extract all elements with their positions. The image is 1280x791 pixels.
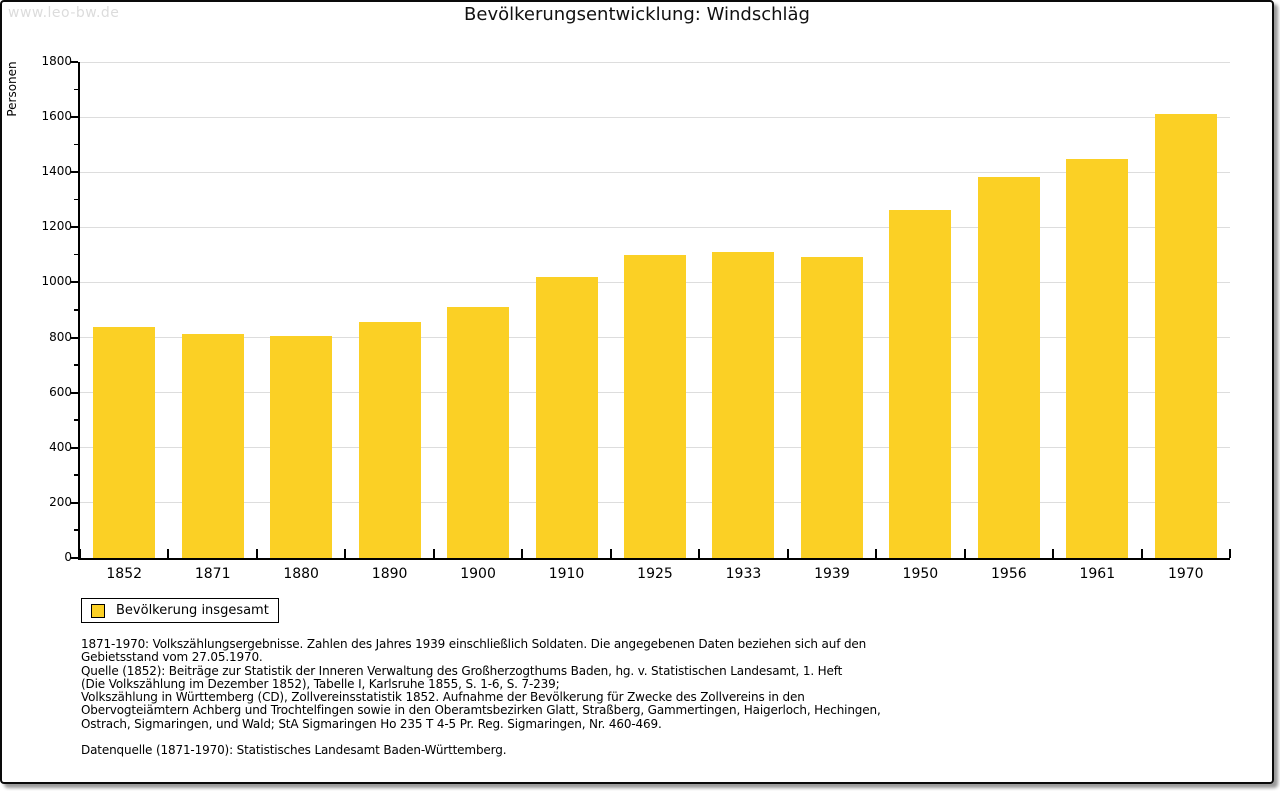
y-major-tick	[71, 557, 78, 559]
x-tick	[609, 549, 612, 558]
x-tick	[521, 549, 524, 558]
y-major-tick	[71, 336, 78, 339]
x-tick-label: 1961	[1079, 566, 1116, 582]
x-tick-label: 1900	[460, 566, 496, 582]
bar	[358, 322, 421, 558]
x-tick	[1229, 549, 1231, 558]
y-major-tick	[71, 391, 78, 394]
x-tick	[432, 549, 435, 558]
x-tick	[1052, 549, 1055, 558]
chart-title: Bevölkerungsentwicklung: Windschläg	[464, 4, 810, 25]
footnote-line: Gebietsstand vom 27.05.1970.	[81, 650, 263, 665]
x-tick-label: 1890	[371, 566, 408, 582]
y-tick-label: 400	[49, 439, 72, 454]
y-major-tick	[71, 116, 78, 119]
x-tick	[875, 549, 878, 558]
y-tick-label: 200	[49, 494, 72, 509]
chart-plot-area: 0 200 400 600 800 1000 1200 1400 1600 1800 1852 187…	[41, 54, 1231, 582]
legend-swatch-icon	[91, 603, 105, 618]
x-tick	[1140, 549, 1143, 558]
bar	[447, 306, 510, 558]
y-tick-label: 600	[49, 384, 72, 399]
x-tick	[255, 549, 258, 558]
x-tick-label: 1950	[902, 566, 939, 582]
y-tick-label: 1800	[41, 54, 72, 68]
x-tick	[963, 549, 966, 558]
bar	[270, 336, 333, 558]
bar	[977, 176, 1040, 558]
x-tick	[786, 549, 789, 558]
y-minor-tick	[74, 364, 78, 366]
x-tick-label: 1880	[283, 566, 319, 582]
y-major-tick	[71, 281, 78, 284]
footnote-line: 1871-1970: Volkszählungsergebnisse. Zahl…	[81, 637, 867, 651]
y-tick-label: 0	[64, 550, 72, 564]
bar	[624, 254, 686, 558]
y-gridline	[80, 171, 1230, 173]
bar	[93, 326, 156, 558]
y-axis-line	[78, 62, 80, 560]
bar	[181, 334, 244, 558]
footnote-line: Ostrach, Sigmaringen, und Wald; StA Sigm…	[81, 716, 662, 731]
y-major-tick	[71, 226, 78, 229]
footnotes: 1871-1970: Volkszählungsergebnisse. Zahl…	[81, 637, 881, 731]
y-major-tick	[71, 501, 78, 504]
y-tick-label: 1400	[41, 164, 72, 179]
x-tick-label: 1925	[637, 566, 673, 582]
bar	[1066, 158, 1129, 558]
y-minor-tick	[74, 198, 78, 201]
y-major-tick	[71, 171, 78, 174]
x-tick-label: 1933	[725, 566, 762, 582]
x-tick-label: 1970	[1167, 566, 1204, 582]
footnote-line: Quelle (1852): Beiträge zur Statistik de…	[81, 663, 843, 678]
y-major-tick	[71, 446, 78, 449]
y-gridline	[80, 226, 1230, 228]
footnote-line: Obervogteiämtern Achberg und Trochtelfin…	[81, 703, 881, 718]
y-tick-label: 1200	[41, 219, 72, 234]
bar	[1154, 113, 1217, 558]
footnote-line: Volkszählung in Württemberg (CD), Zollve…	[81, 690, 805, 705]
x-axis-line	[78, 558, 1230, 560]
y-minor-tick	[74, 529, 78, 531]
y-minor-tick	[74, 309, 78, 311]
x-tick-label: 1910	[548, 566, 585, 582]
x-tick	[344, 549, 347, 558]
x-tick-label: 1852	[106, 566, 143, 582]
bar	[535, 276, 598, 558]
legend: Bevölkerung insgesamt	[81, 598, 279, 623]
x-tick	[167, 549, 170, 558]
x-tick-label: 1871	[194, 566, 231, 582]
bar	[712, 251, 775, 558]
y-tick-label: 1000	[41, 274, 72, 289]
x-tick-label: 1956	[991, 566, 1027, 582]
watermark: www.leo-bw.de	[8, 5, 120, 21]
bar	[889, 209, 952, 558]
y-gridline	[80, 61, 1230, 63]
bar	[800, 257, 863, 558]
y-major-tick	[71, 61, 78, 63]
legend-label: Bevölkerung insgesamt	[116, 603, 269, 618]
y-minor-tick	[74, 419, 78, 421]
y-minor-tick	[74, 474, 78, 476]
y-minor-tick	[74, 88, 78, 91]
y-gridline	[80, 116, 1230, 118]
y-minor-tick	[74, 143, 78, 146]
y-minor-tick	[74, 253, 78, 256]
footnote-line: (Die Volkszählung im Dezember 1852), Tab…	[81, 676, 560, 691]
datasource-note: Datenquelle (1871-1970): Statistisches L…	[81, 743, 507, 757]
x-tick	[79, 549, 81, 558]
x-tick-label: 1939	[814, 566, 850, 582]
y-tick-label: 1600	[41, 109, 72, 124]
x-tick	[698, 549, 701, 558]
y-tick-label: 800	[49, 329, 72, 344]
